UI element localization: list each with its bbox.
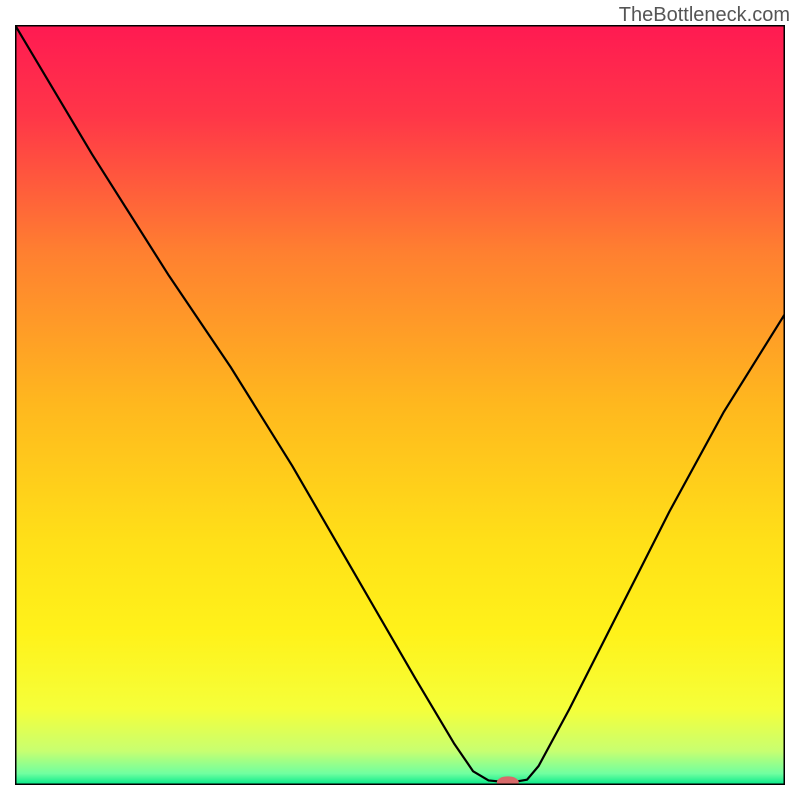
bottleneck-chart <box>0 0 800 800</box>
minimum-marker <box>497 776 519 788</box>
plot-area <box>15 25 785 788</box>
watermark-label: TheBottleneck.com <box>619 4 790 27</box>
chart-container: TheBottleneck.com <box>0 0 800 800</box>
gradient-background <box>15 25 785 785</box>
